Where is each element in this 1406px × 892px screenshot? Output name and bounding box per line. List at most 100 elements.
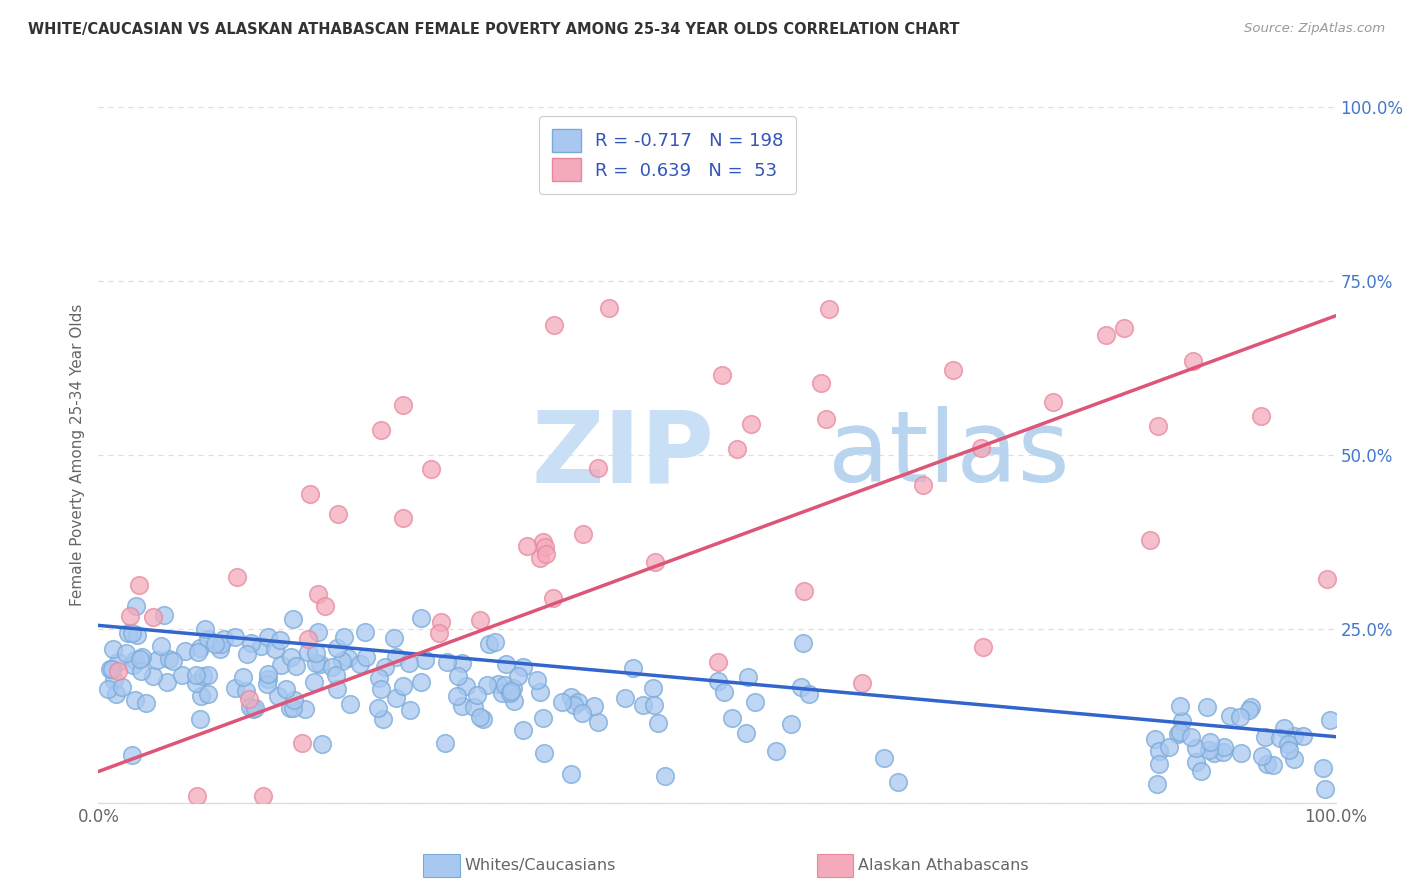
- Text: Source: ZipAtlas.com: Source: ZipAtlas.com: [1244, 22, 1385, 36]
- Text: Whites/Caucasians: Whites/Caucasians: [464, 858, 616, 872]
- Point: [470, 710, 492, 724]
- Point: [98, 663, 121, 677]
- Point: [224, 630, 246, 644]
- Point: [499, 686, 522, 700]
- Point: [242, 701, 264, 715]
- Point: [311, 737, 333, 751]
- Point: [333, 630, 356, 644]
- Point: [707, 655, 730, 669]
- Point: [1319, 713, 1341, 727]
- Point: [484, 635, 506, 649]
- Point: [1146, 777, 1168, 791]
- Point: [1180, 730, 1202, 744]
- Point: [631, 698, 654, 713]
- Point: [1261, 758, 1284, 772]
- Point: [232, 670, 254, 684]
- Point: [391, 510, 413, 524]
- Point: [1250, 409, 1272, 424]
- Point: [486, 677, 509, 691]
- Point: [1168, 698, 1191, 713]
- Point: [330, 654, 353, 668]
- Point: [815, 411, 838, 425]
- Point: [721, 711, 744, 725]
- Point: [186, 789, 208, 803]
- Point: [654, 768, 676, 782]
- Point: [1147, 419, 1170, 434]
- Point: [257, 666, 280, 681]
- Point: [170, 668, 193, 682]
- Point: [107, 655, 129, 669]
- Point: [257, 672, 280, 686]
- Point: [399, 703, 422, 717]
- Point: [314, 599, 336, 613]
- Point: [436, 656, 458, 670]
- Point: [209, 637, 232, 651]
- Point: [391, 679, 413, 693]
- Point: [239, 700, 262, 714]
- Point: [128, 652, 150, 666]
- Point: [1229, 746, 1251, 760]
- Point: [451, 698, 474, 713]
- Point: [194, 622, 217, 636]
- Point: [588, 461, 610, 475]
- Point: [188, 641, 211, 656]
- Point: [240, 635, 263, 649]
- Point: [125, 628, 148, 642]
- Point: [1240, 699, 1263, 714]
- Point: [101, 662, 124, 676]
- Point: [336, 651, 359, 665]
- Text: atlas: atlas: [828, 407, 1070, 503]
- Point: [307, 625, 329, 640]
- Point: [1292, 729, 1315, 743]
- Point: [304, 675, 326, 690]
- Point: [541, 591, 564, 606]
- Point: [101, 642, 124, 657]
- Point: [238, 692, 260, 706]
- Legend: R = -0.717   N = 198, R =  0.639   N =  53: R = -0.717 N = 198, R = 0.639 N = 53: [538, 116, 796, 194]
- Point: [526, 673, 548, 687]
- Point: [1157, 740, 1180, 755]
- Point: [197, 667, 219, 681]
- Point: [491, 686, 513, 700]
- Point: [560, 690, 582, 705]
- Point: [1282, 729, 1305, 743]
- Point: [299, 487, 322, 501]
- Point: [1272, 721, 1295, 735]
- Text: Alaskan Athabascans: Alaskan Athabascans: [858, 858, 1028, 872]
- Point: [157, 652, 180, 666]
- Point: [326, 507, 349, 521]
- Point: [1189, 764, 1212, 778]
- Point: [1212, 745, 1234, 759]
- Point: [1316, 572, 1339, 586]
- Point: [129, 665, 152, 679]
- Point: [1256, 757, 1278, 772]
- Point: [533, 746, 555, 760]
- Point: [427, 626, 450, 640]
- Point: [1278, 742, 1301, 756]
- Point: [204, 637, 226, 651]
- Point: [1112, 320, 1135, 334]
- Point: [1282, 752, 1305, 766]
- Point: [1168, 725, 1191, 739]
- Point: [269, 632, 291, 647]
- Y-axis label: Female Poverty Among 25-34 Year Olds: Female Poverty Among 25-34 Year Olds: [69, 304, 84, 606]
- Point: [243, 701, 266, 715]
- Point: [124, 652, 146, 666]
- Point: [912, 478, 935, 492]
- Point: [325, 667, 347, 681]
- Point: [799, 687, 821, 701]
- Point: [187, 645, 209, 659]
- Point: [193, 669, 215, 683]
- Point: [1167, 727, 1189, 741]
- Point: [531, 711, 554, 725]
- Point: [495, 657, 517, 672]
- Point: [146, 653, 169, 667]
- Point: [385, 690, 408, 705]
- Point: [131, 649, 153, 664]
- Point: [354, 625, 377, 640]
- Point: [250, 639, 273, 653]
- Point: [972, 640, 994, 654]
- Point: [142, 610, 165, 624]
- Point: [534, 541, 557, 555]
- Point: [285, 659, 308, 673]
